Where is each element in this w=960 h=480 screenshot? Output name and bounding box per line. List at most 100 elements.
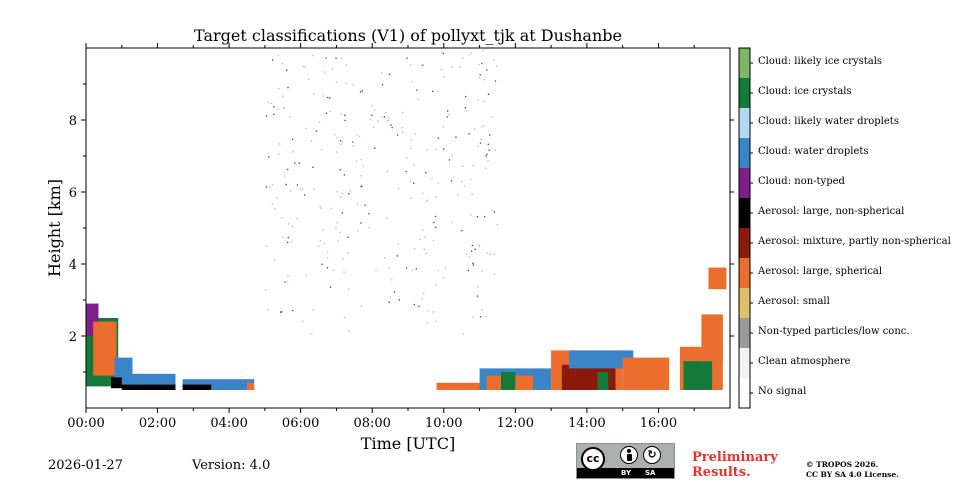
noise-point	[491, 116, 494, 118]
noise-point	[486, 153, 488, 155]
noise-point	[364, 204, 366, 206]
noise-point	[494, 80, 497, 82]
noise-point	[461, 181, 463, 183]
noise-point	[402, 131, 404, 133]
noise-point	[442, 125, 445, 128]
noise-point	[359, 135, 361, 137]
noise-point	[413, 248, 416, 250]
class-layer	[182, 379, 255, 390]
preliminary-notice: Preliminary Results.	[692, 450, 778, 480]
noise-point	[463, 185, 466, 187]
noise-point	[391, 126, 393, 129]
noise-point	[334, 133, 336, 136]
noise-point	[474, 128, 476, 130]
noise-point	[278, 153, 280, 155]
noise-point	[410, 139, 413, 141]
noise-point	[448, 159, 451, 161]
y-tick-label: 2	[69, 330, 77, 345]
colorbar	[738, 47, 753, 409]
noise-point	[478, 63, 480, 66]
noise-point	[455, 136, 457, 138]
noise-point	[427, 310, 429, 312]
noise-point	[319, 240, 321, 242]
noise-point	[437, 137, 439, 139]
noise-point	[373, 126, 375, 129]
noise-point	[488, 149, 490, 151]
noise-point	[336, 191, 338, 193]
noise-point	[410, 197, 412, 199]
noise-point	[472, 264, 474, 266]
noise-point	[377, 120, 379, 122]
noise-point	[471, 193, 473, 195]
noise-point	[312, 166, 314, 168]
noise-point	[444, 267, 447, 269]
noise-point	[470, 178, 472, 181]
noise-point	[461, 229, 463, 232]
noise-point	[489, 253, 491, 255]
noise-point	[265, 186, 268, 188]
colorbar-label: Aerosol: mixture, partly non-spherical	[758, 236, 951, 247]
noise-point	[284, 281, 286, 283]
colorbar-segment	[739, 378, 750, 408]
noise-point	[479, 142, 482, 144]
colorbar-segment	[739, 168, 750, 198]
noise-point	[446, 116, 449, 118]
colorbar-segment	[739, 108, 750, 138]
x-tick-label: 08:00	[353, 416, 390, 431]
noise-point	[413, 164, 415, 166]
noise-point	[337, 240, 339, 242]
noise-point	[287, 86, 289, 89]
noise-point	[356, 203, 359, 206]
noise-point	[352, 84, 354, 86]
noise-point	[432, 239, 435, 242]
noise-point	[414, 133, 416, 135]
noise-point	[324, 71, 326, 73]
noise-point	[476, 295, 479, 297]
noise-point	[371, 114, 373, 116]
noise-point	[432, 90, 434, 92]
noise-point	[321, 263, 323, 265]
noise-point	[480, 126, 483, 128]
noise-point	[435, 226, 437, 228]
noise-point	[341, 57, 343, 59]
noise-point	[277, 55, 279, 57]
noise-point	[294, 162, 296, 164]
cc-license-badge: cc ↻ BY SA	[576, 443, 675, 479]
noise-point	[479, 316, 482, 318]
noise-point	[342, 258, 344, 260]
noise-point	[495, 65, 498, 67]
noise-point	[356, 134, 358, 136]
noise-point	[281, 217, 283, 219]
noise-point	[285, 183, 287, 186]
class-layer	[247, 382, 255, 390]
noise-point	[396, 134, 399, 136]
noise-point	[437, 269, 439, 272]
noise-point	[270, 102, 273, 104]
noise-point	[423, 248, 425, 250]
noise-point	[472, 262, 474, 265]
noise-point	[451, 221, 453, 224]
noise-point	[457, 194, 459, 196]
noise-point	[388, 73, 391, 76]
noise-point	[313, 188, 316, 190]
noise-point	[462, 333, 464, 335]
noise-point	[432, 311, 434, 313]
noise-point	[421, 229, 424, 231]
noise-point	[410, 148, 412, 150]
noise-point	[330, 207, 333, 209]
copyright-notice: © TROPOS 2026. CC BY SA 4.0 License.	[806, 460, 899, 480]
noise-point	[437, 91, 439, 93]
noise-point	[381, 116, 383, 118]
noise-point	[405, 267, 408, 269]
noise-point	[320, 207, 322, 209]
noise-point	[281, 311, 283, 313]
noise-point	[299, 188, 301, 191]
noise-point	[339, 169, 341, 171]
noise-point	[355, 160, 358, 162]
noise-point	[336, 137, 338, 139]
noise-point	[483, 100, 485, 103]
x-tick-label: 06:00	[282, 416, 319, 431]
noise-point	[450, 180, 453, 182]
noise-point	[296, 184, 299, 186]
noise-point	[386, 170, 388, 172]
